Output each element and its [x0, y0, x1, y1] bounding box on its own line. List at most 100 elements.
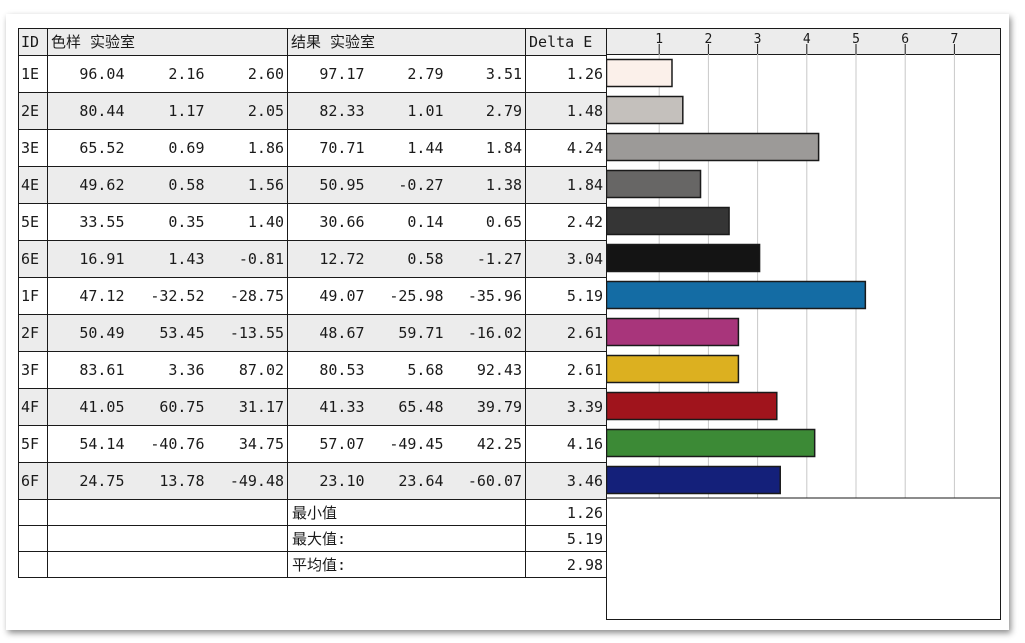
result-l-cell: 30.66: [287, 203, 368, 241]
table-row: 6E 16.91 1.43 -0.81 12.72 0.58 -1.27 3.04: [18, 240, 608, 278]
summary-id-cell: [18, 499, 48, 526]
sample-b-cell: 1.86: [207, 129, 289, 167]
sample-b-cell: -49.48: [207, 462, 289, 500]
result-l-cell: 12.72: [287, 240, 368, 278]
table-row: 2F 50.49 53.45 -13.55 48.67 59.71 -16.02 2.61: [18, 314, 608, 352]
sample-b-cell: 1.40: [207, 203, 289, 241]
result-b-cell: 92.43: [446, 351, 527, 389]
result-b-cell: 3.51: [446, 55, 527, 93]
table-row: 5F 54.14 -40.76 34.75 57.07 -49.45 42.25 4.16: [18, 425, 608, 463]
result-a-cell: -25.98: [367, 277, 447, 315]
table-row: 1E 96.04 2.16 2.60 97.17 2.79 3.51 1.26: [18, 55, 608, 93]
result-a-cell: 65.48: [367, 388, 447, 426]
bar-5F: [606, 428, 816, 458]
chart-axis-header: [606, 28, 1001, 55]
summary-label: 最小值: [287, 499, 527, 526]
result-b-cell: 0.65: [446, 203, 527, 241]
result-l-cell: 50.95: [287, 166, 368, 204]
summary-blank-cell: [46, 499, 289, 526]
sample-a-cell: -32.52: [127, 277, 208, 315]
sample-l-cell: 65.52: [47, 129, 128, 167]
sample-l-cell: 47.12: [47, 277, 128, 315]
result-b-cell: -1.27: [446, 240, 527, 278]
result-b-cell: 42.25: [446, 425, 527, 463]
result-a-cell: 23.64: [367, 462, 447, 500]
summary-row: 最小值 1.26: [18, 499, 608, 526]
sample-l-cell: 54.14: [47, 425, 128, 463]
sample-l-cell: 41.05: [47, 388, 128, 426]
result-b-cell: 1.84: [446, 129, 527, 167]
summary-value: 2.98: [525, 551, 608, 578]
summary-id-cell: [18, 551, 48, 578]
table-row: 4E 49.62 0.58 1.56 50.95 -0.27 1.38 1.84: [18, 166, 608, 204]
summary-id-cell: [18, 525, 48, 552]
result-b-cell: 1.38: [446, 166, 527, 204]
tick-label: 1: [655, 32, 663, 47]
bar-2F: [606, 317, 740, 347]
sample-a-cell: -40.76: [127, 425, 208, 463]
result-l-cell: 70.71: [287, 129, 368, 167]
header-id: ID: [18, 28, 48, 56]
table-row: 2E 80.44 1.17 2.05 82.33 1.01 2.79 1.48: [18, 92, 608, 130]
result-a-cell: 1.44: [367, 129, 447, 167]
sample-a-cell: 60.75: [127, 388, 208, 426]
row-id-cell: 6E: [18, 240, 48, 278]
delta-e-cell: 1.84: [525, 166, 608, 204]
bar-5E: [606, 206, 730, 236]
header-result-lab: 结果 实验室: [287, 28, 527, 56]
delta-e-cell: 3.04: [525, 240, 608, 278]
tick-label: 7: [950, 32, 958, 47]
tick-label: 2: [704, 32, 712, 47]
row-id-cell: 2F: [18, 314, 48, 352]
sample-a-cell: 13.78: [127, 462, 208, 500]
row-id-cell: 3F: [18, 351, 48, 389]
sample-b-cell: 2.60: [207, 55, 289, 93]
sample-a-cell: 0.69: [127, 129, 208, 167]
tick-label: 3: [754, 32, 762, 47]
summary-row: 最大值: 5.19: [18, 525, 608, 552]
result-a-cell: 0.14: [367, 203, 447, 241]
delta-e-cell: 1.26: [525, 55, 608, 93]
sample-b-cell: 1.56: [207, 166, 289, 204]
bar-1E: [606, 58, 673, 88]
bar-6F: [606, 465, 781, 495]
table-row: 6F 24.75 13.78 -49.48 23.10 23.64 -60.07 3.46: [18, 462, 608, 500]
bar-4E: [606, 169, 702, 199]
sample-l-cell: 83.61: [47, 351, 128, 389]
delta-e-cell: 4.24: [525, 129, 608, 167]
result-b-cell: 39.79: [446, 388, 527, 426]
sample-b-cell: 34.75: [207, 425, 289, 463]
result-b-cell: -35.96: [446, 277, 527, 315]
sample-l-cell: 33.55: [47, 203, 128, 241]
tick-label: 4: [803, 32, 811, 47]
summary-row: 平均值: 2.98: [18, 551, 608, 578]
table-row: 4F 41.05 60.75 31.17 41.33 65.48 39.79 3.39: [18, 388, 608, 426]
result-l-cell: 48.67: [287, 314, 368, 352]
sample-l-cell: 16.91: [47, 240, 128, 278]
tick-label: 6: [901, 32, 909, 47]
row-id-cell: 1F: [18, 277, 48, 315]
summary-label: 平均值:: [287, 551, 527, 578]
row-id-cell: 5F: [18, 425, 48, 463]
sample-a-cell: 0.58: [127, 166, 208, 204]
result-b-cell: 2.79: [446, 92, 527, 130]
delta-e-cell: 1.48: [525, 92, 608, 130]
result-l-cell: 82.33: [287, 92, 368, 130]
sample-l-cell: 80.44: [47, 92, 128, 130]
sample-l-cell: 49.62: [47, 166, 128, 204]
table-row: 3E 65.52 0.69 1.86 70.71 1.44 1.84 4.24: [18, 129, 608, 167]
sample-a-cell: 3.36: [127, 351, 208, 389]
delta-e-cell: 2.42: [525, 203, 608, 241]
result-l-cell: 97.17: [287, 55, 368, 93]
delta-e-cell: 4.16: [525, 425, 608, 463]
sample-b-cell: -13.55: [207, 314, 289, 352]
sample-b-cell: -0.81: [207, 240, 289, 278]
row-id-cell: 1E: [18, 55, 48, 93]
result-a-cell: 5.68: [367, 351, 447, 389]
header-row: ID 色样 实验室 结果 实验室 Delta E: [18, 28, 608, 56]
table-row: 5E 33.55 0.35 1.40 30.66 0.14 0.65 2.42: [18, 203, 608, 241]
result-l-cell: 49.07: [287, 277, 368, 315]
delta-e-cell: 3.39: [525, 388, 608, 426]
sample-a-cell: 1.17: [127, 92, 208, 130]
